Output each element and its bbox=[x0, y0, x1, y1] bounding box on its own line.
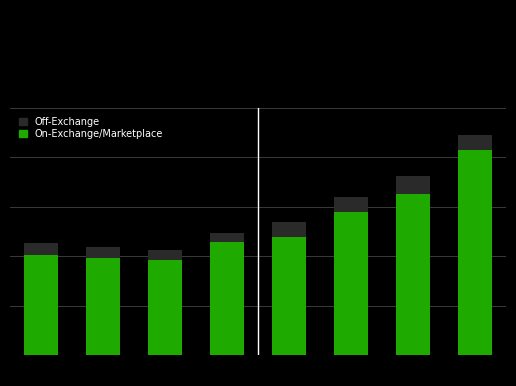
Bar bbox=[210, 242, 244, 355]
Bar bbox=[148, 260, 182, 355]
Bar bbox=[24, 255, 58, 355]
Bar bbox=[272, 237, 306, 355]
Bar bbox=[272, 222, 306, 237]
Bar bbox=[396, 176, 430, 194]
Bar bbox=[86, 258, 120, 355]
Bar bbox=[334, 197, 368, 212]
Bar bbox=[396, 194, 430, 355]
Bar bbox=[458, 135, 492, 150]
Bar bbox=[24, 244, 58, 255]
Bar bbox=[148, 251, 182, 260]
Bar bbox=[334, 212, 368, 355]
Bar bbox=[210, 233, 244, 242]
Bar bbox=[86, 247, 120, 258]
Legend: Off-Exchange, On-Exchange/Marketplace: Off-Exchange, On-Exchange/Marketplace bbox=[15, 113, 167, 143]
Bar bbox=[458, 150, 492, 355]
